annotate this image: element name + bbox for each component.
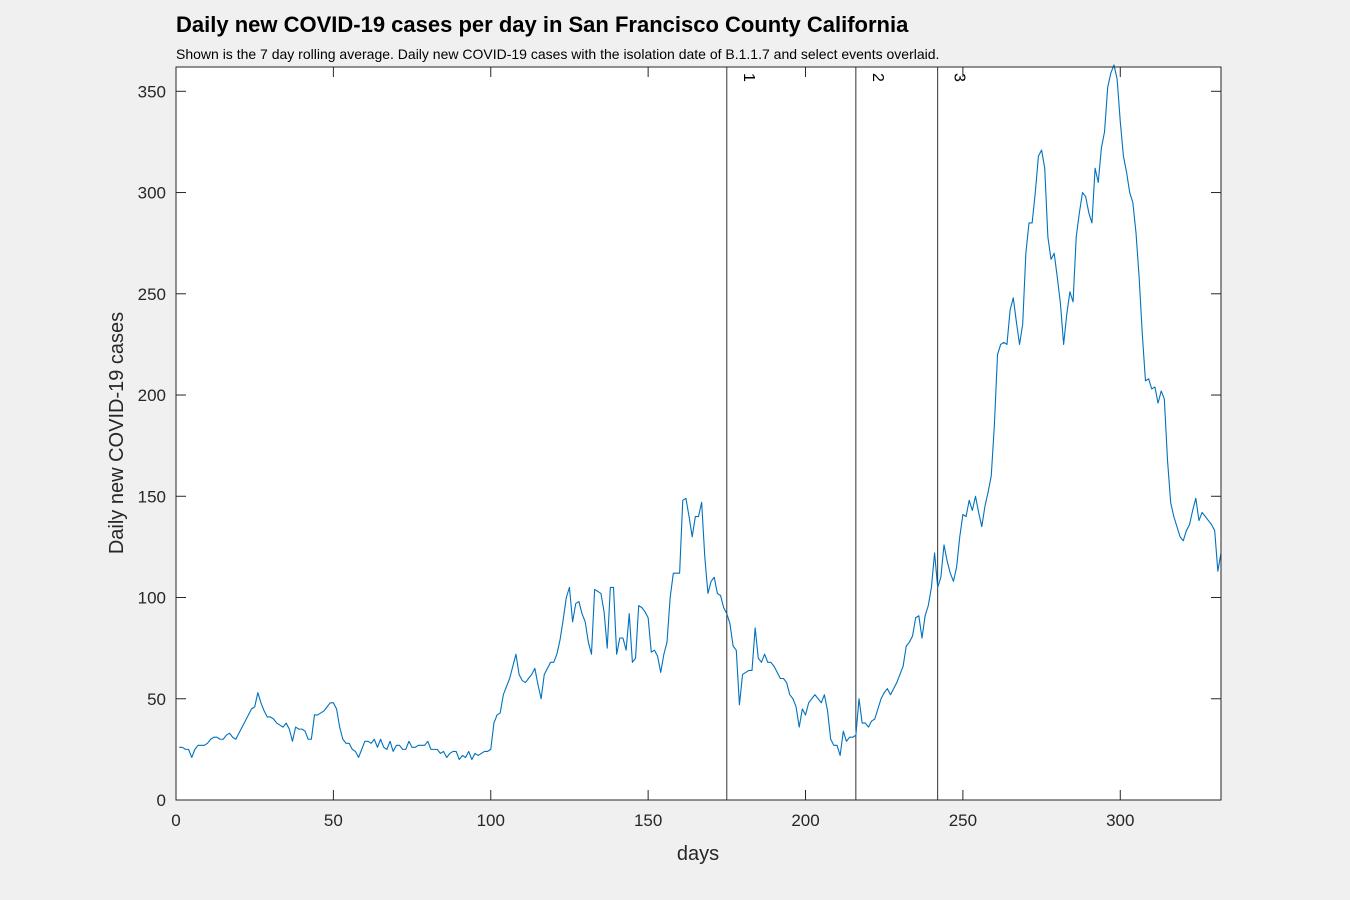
axis-ticks: 0 50 100 150 200 250 300 0 50 100 150 200 250 300 350 [138, 67, 1221, 830]
plot-box [175, 66, 1222, 801]
y-tick-label: 100 [138, 589, 166, 608]
x-tick-label: 50 [324, 811, 343, 830]
y-tick-label: 0 [157, 791, 166, 810]
y-tick-label: 300 [138, 184, 166, 203]
chart-subtitle: Shown is the 7 day rolling average. Dail… [176, 46, 940, 62]
y-axis-label: Daily new COVID-19 cases [106, 312, 128, 554]
x-tick-label: 0 [171, 811, 180, 830]
plot-area [176, 67, 1221, 800]
series-line [179, 64, 1222, 761]
series-layer [179, 64, 1222, 761]
y-tick-label: 350 [138, 82, 166, 101]
y-tick-label: 150 [138, 487, 166, 506]
y-tick-label: 250 [138, 285, 166, 304]
event-label-2: 2 [869, 73, 886, 82]
x-tick-label: 150 [634, 811, 662, 830]
event-markers: 1 2 3 [726, 67, 968, 800]
event-label-1: 1 [740, 73, 757, 82]
chart-title: Daily new COVID-19 cases per day in San … [176, 12, 909, 37]
x-tick-label: 250 [949, 811, 977, 830]
x-tick-label: 200 [791, 811, 819, 830]
event-label-3: 3 [951, 73, 968, 82]
y-tick-label: 200 [138, 386, 166, 405]
x-axis-label: days [677, 843, 719, 865]
x-tick-label: 300 [1106, 811, 1134, 830]
x-tick-label: 100 [477, 811, 505, 830]
y-tick-label: 50 [147, 690, 166, 709]
